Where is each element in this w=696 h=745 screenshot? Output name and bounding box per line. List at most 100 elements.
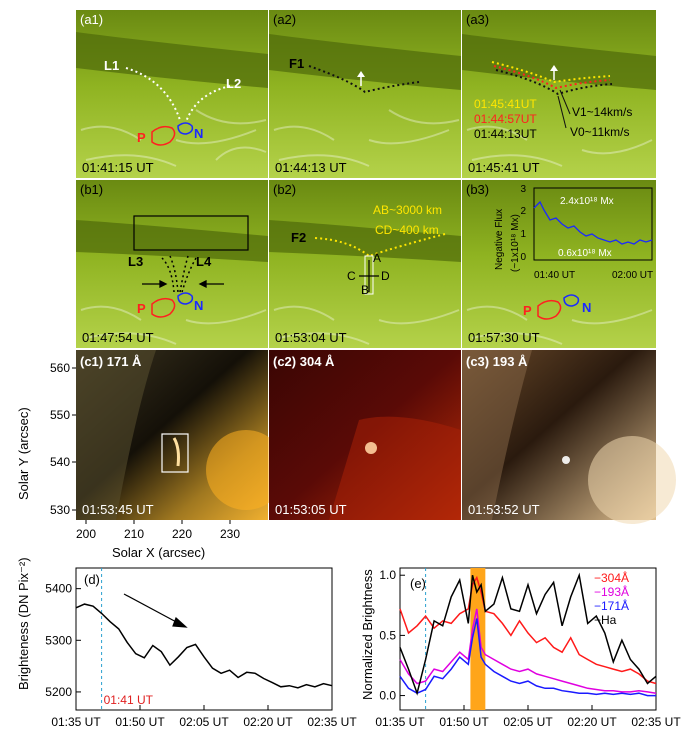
label-B: B — [361, 283, 369, 297]
panel-a3: 01:45:41UT 01:44:57UT 01:44:13UT V1~14km… — [462, 10, 656, 178]
c-ytick: 560 — [50, 361, 70, 375]
up-arrow-icon — [550, 65, 558, 80]
timestamp: 01:45:41 UT — [468, 160, 540, 175]
region-box — [133, 215, 249, 251]
timestamp: 01:53:04 UT — [275, 330, 347, 345]
up-arrow-icon — [357, 71, 365, 86]
c-ytick: 540 — [50, 455, 70, 469]
x-tick-label: 02:35 UT — [631, 715, 681, 729]
d-ylabel: Brighteness (DN Pix⁻²) — [16, 557, 31, 690]
e-tag: (e) — [410, 576, 426, 591]
x-tick-label: 02:35 UT — [307, 715, 357, 729]
label-A: A — [373, 251, 381, 265]
polarity-P-contour — [151, 125, 176, 146]
y-tick-label: 0.0 — [379, 689, 396, 703]
legend-entry: −193Å — [594, 584, 629, 599]
y-tick-label: 0.5 — [379, 628, 396, 642]
label-N: N — [194, 298, 203, 313]
y-tick-label: 1.0 — [379, 568, 396, 582]
x-tick-label: 01:50 UT — [115, 715, 165, 729]
panel-tag: (c3) 193 Å — [466, 354, 528, 369]
time-red: 01:44:57UT — [474, 112, 537, 126]
c-xtick: 200 — [76, 527, 96, 541]
label-L3: L3 — [128, 254, 143, 269]
panel-a2: F1 (a2) 01:44:13 UT — [269, 10, 461, 178]
x-tick-label: 02:05 UT — [503, 715, 553, 729]
timestamp: 01:53:05 UT — [275, 502, 347, 517]
length-AB: AB~3000 km — [373, 203, 442, 217]
series-line-ha — [399, 572, 657, 696]
series-line-0 — [75, 603, 333, 689]
panel-tag: (a2) — [273, 12, 296, 27]
panel-c3: (c3) 193 Å 01:53:52 UT — [462, 350, 676, 524]
c-ylabel: Solar Y (arcsec) — [16, 407, 31, 500]
inset-xtick: 02:00 UT — [612, 270, 653, 281]
timestamp: 01:53:45 UT — [82, 502, 154, 517]
panel-tag: (b3) — [466, 182, 489, 197]
inset-ytick: 3 — [520, 184, 526, 195]
panel-tag: (b1) — [80, 182, 103, 197]
panel-tag: (a3) — [466, 12, 489, 27]
loop-L2 — [185, 85, 231, 123]
panel-tag: (c1) 171 Å — [80, 354, 142, 369]
timestamp: 01:53:52 UT — [468, 502, 540, 517]
filament-F2 — [314, 233, 446, 258]
y-tick-label: 5200 — [45, 685, 72, 699]
legend-entry: −Ha — [594, 613, 617, 627]
label-L1: L1 — [104, 58, 119, 73]
c-ytick: 530 — [50, 503, 70, 517]
series-line-304 — [399, 575, 657, 685]
panel-a1: L1 L2 P N (a1) 01:41:15 UT — [76, 10, 268, 178]
panel-b2: F2 AB~3000 km CD~400 km A B C D (b2) 01:… — [269, 180, 461, 348]
velocity-v0: V0~11km/s — [570, 125, 629, 139]
label-N: N — [194, 126, 203, 141]
d-tag: (d) — [84, 572, 100, 587]
legend-entry: −304Å — [594, 570, 629, 585]
flux-high-label: 2.4x10¹⁸ Mx — [560, 196, 614, 207]
x-tick-label: 01:35 UT — [375, 715, 425, 729]
timestamp: 01:44:13 UT — [275, 160, 347, 175]
c-ytick: 550 — [50, 408, 70, 422]
label-P: P — [137, 301, 146, 316]
y-tick-label: 5400 — [45, 582, 72, 596]
x-tick-label: 02:20 UT — [243, 715, 293, 729]
timestamp: 01:41:15 UT — [82, 160, 154, 175]
trend-arrow-icon — [123, 593, 188, 628]
velocity-v1: V1~14km/s — [572, 105, 632, 119]
timestamp: 01:47:54 UT — [82, 330, 154, 345]
label-D: D — [381, 269, 390, 283]
c-axes: Solar Y (arcsec) Solar X (arcsec) 560 55… — [16, 361, 240, 560]
inset-ytick: 2 — [520, 206, 526, 217]
x-tick-label: 01:35 UT — [51, 715, 101, 729]
filament-F1 — [308, 65, 420, 94]
legend-entry: −171Å — [594, 598, 629, 613]
flux-inset: Negative Flux (~1x10¹⁸ Mx) 0 1 2 3 2.4x1… — [494, 184, 653, 281]
flare-interval-shade — [470, 568, 486, 710]
measure-box — [364, 255, 374, 295]
measure-lines — [359, 260, 379, 292]
inset-ylabel: Negative Flux — [494, 209, 505, 270]
velocity-arrows — [557, 89, 571, 129]
x-tick-label: 02:05 UT — [179, 715, 229, 729]
x-tick-label: 01:50 UT — [439, 715, 489, 729]
polarity-N-contour — [177, 122, 194, 135]
panel-tag: (a1) — [80, 12, 103, 27]
chart-d: Brighteness (DN Pix⁻²) (d) 01:35 UT 01:50… — [16, 557, 357, 729]
panel-tag: (c2) 304 Å — [273, 354, 335, 369]
panel-c1: (c1) 171 Å 01:53:45 UT — [76, 350, 286, 520]
time-yellow: 01:45:41UT — [474, 97, 537, 111]
label-N: N — [582, 300, 591, 315]
panel-b1: L3 L4 P N (b1) 01:47:54 UT — [76, 180, 268, 348]
zoom-box — [161, 433, 189, 473]
marker-label: 01:41 UT — [104, 693, 154, 707]
inset-ylabel-unit: (~1x10¹⁸ Mx) — [510, 214, 521, 272]
timestamp: 01:57:30 UT — [468, 330, 540, 345]
flux-curve — [533, 200, 653, 245]
panel-c2: (c2) 304 Å 01:53:05 UT — [269, 350, 461, 520]
label-L4: L4 — [196, 254, 212, 269]
inset-ytick: 0 — [520, 252, 526, 263]
label-P: P — [137, 130, 146, 145]
label-F1: F1 — [289, 56, 304, 71]
e-ylabel: Normalized Brightness — [360, 569, 375, 700]
